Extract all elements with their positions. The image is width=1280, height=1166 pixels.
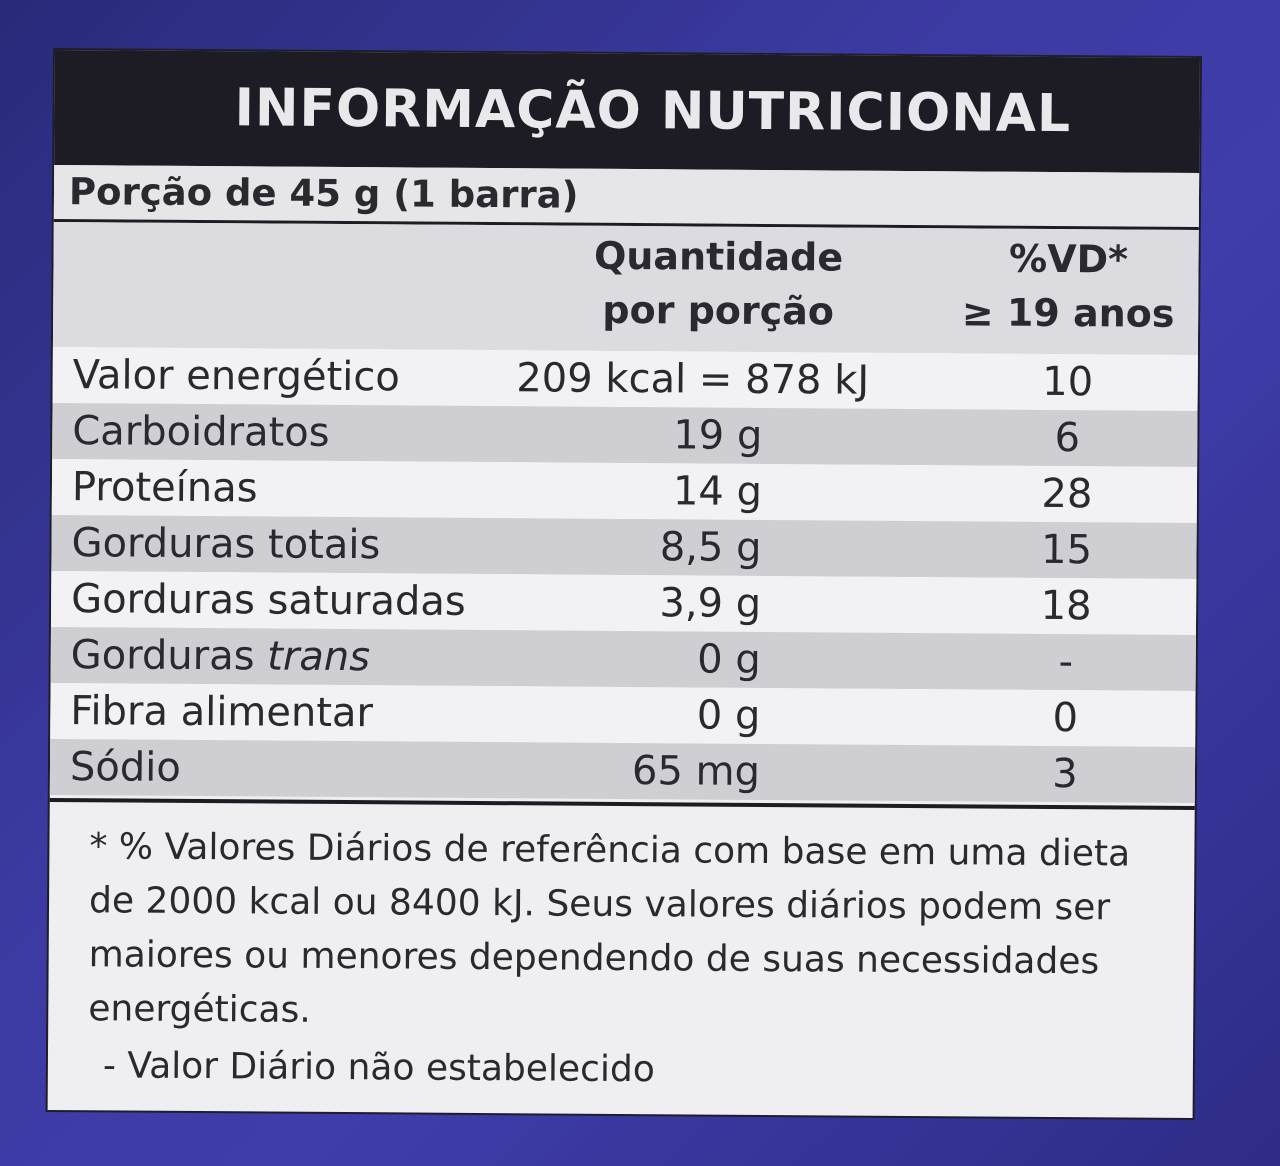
nutrient-name: Fibra alimentar (70, 688, 374, 737)
nutrient-daily-value: 28 (1041, 470, 1093, 518)
column-header-quantity-line2: por porção (602, 287, 835, 334)
column-header-daily-value-line2: ≥ 19 anos (961, 290, 1175, 336)
nutrient-name: Carboidratos (72, 408, 330, 456)
table-row: Proteínas 14 g 28 (51, 458, 1198, 523)
nutrient-daily-value: 15 (1040, 526, 1093, 574)
nutrient-name: Gorduras saturadas (71, 576, 466, 625)
column-header-quantity-line1: Quantidade (593, 233, 844, 280)
nutrient-quantity: 3,9 g (659, 580, 762, 627)
nutrient-quantity: 19 g (673, 412, 763, 459)
nutrient-daily-value: 0 (1052, 694, 1079, 742)
portion-size: Porção de 45 g (1 barra) (53, 164, 1200, 230)
footnote-not-established: - Valor Diário não estabelecido (102, 1045, 655, 1091)
nutrient-name-prefix: Gorduras (70, 632, 268, 680)
table-row: Gorduras totais 8,5 g 15 (51, 514, 1197, 579)
table-row: Sódio 65 mg 3 (49, 738, 1196, 803)
nutrient-name-italic: trans (267, 633, 371, 681)
nutrient-name: Proteínas (71, 464, 258, 512)
nutrient-name: Gorduras totais (71, 520, 381, 569)
nutrient-name: Valor energético (72, 352, 400, 401)
nutrient-quantity: 65 mg (631, 748, 761, 795)
nutrient-name: Sódio (69, 744, 181, 791)
column-header-daily-value: %VD* ≥ 19 anos (953, 231, 1184, 353)
nutrient-daily-value: 10 (1042, 358, 1094, 406)
nutrition-label: INFORMAÇÃO NUTRICIONAL Porção de 45 g (1… (47, 50, 1200, 1118)
table-row: Carboidratos 19 g 6 (52, 402, 1198, 467)
table-row: Valor energético 209 kcal = 878 kJ 10 (52, 346, 1198, 411)
nutrient-daily-value: 3 (1052, 750, 1078, 798)
nutrient-daily-value: - (1058, 639, 1074, 686)
label-title: INFORMAÇÃO NUTRICIONAL (54, 50, 1200, 173)
nutrient-quantity: 0 g (697, 636, 761, 683)
nutrient-quantity: 0 g (696, 692, 761, 739)
nutrient-name: Gorduras trans (71, 627, 371, 685)
column-header-quantity: Quantidade por porção (543, 228, 894, 350)
nutrient-quantity: 8,5 g (659, 524, 762, 571)
nutrient-table: Valor energético 209 kcal = 878 kJ 10 Ca… (49, 346, 1198, 803)
nutrient-quantity: 209 kcal = 878 kJ (516, 355, 870, 404)
table-row: Fibra alimentar 0 g 0 (50, 682, 1196, 747)
footnote: * % Valores Diários de referência com ba… (88, 826, 1131, 1031)
column-header-daily-value-line1: %VD* (1008, 236, 1129, 282)
nutrient-daily-value: 6 (1054, 414, 1081, 462)
nutrient-quantity: 14 g (672, 468, 763, 515)
nutrient-daily-value: 18 (1040, 582, 1092, 630)
table-row: Gorduras trans 0 g - (50, 626, 1196, 691)
table-row: Gorduras saturadas 3,9 g 18 (50, 570, 1197, 635)
